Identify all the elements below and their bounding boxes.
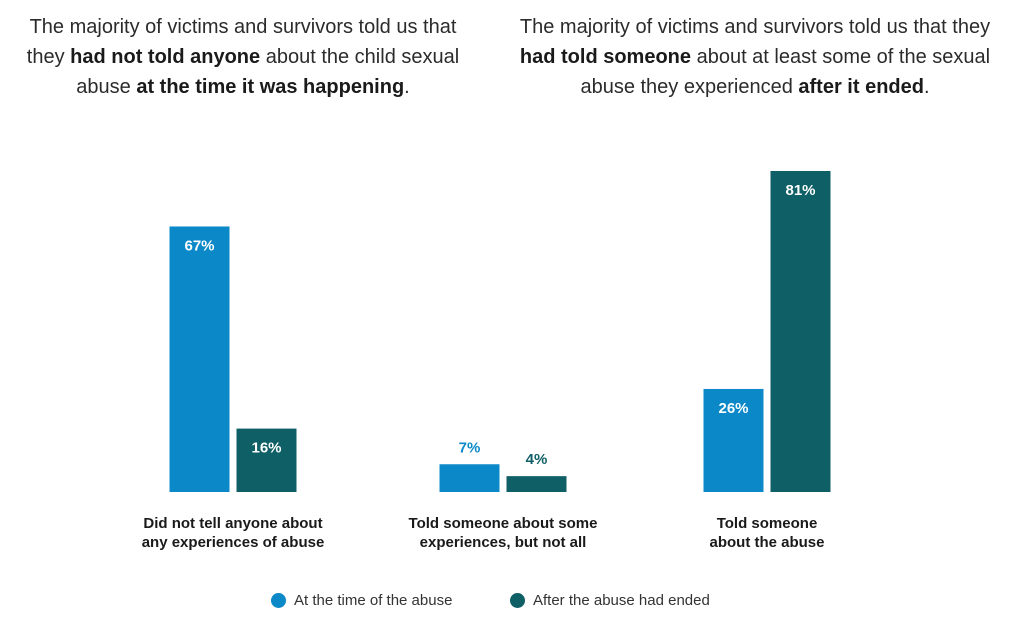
intro-text-run: about at least some of the sexual abuse … (580, 46, 991, 98)
intro-text-run: The majority of victims and survivors to… (519, 16, 991, 38)
data-label-at-time-0: 67% (184, 237, 214, 254)
legend-item-at-time: At the time of the abuse (271, 592, 452, 609)
data-label-at-time-2: 26% (718, 400, 748, 417)
legend-swatch-after (510, 593, 525, 608)
legend-item-after: After the abuse had ended (510, 592, 710, 609)
chart-legend: At the time of the abuse After the abuse… (0, 592, 1023, 616)
bar-at-time-1 (439, 464, 500, 492)
legend-swatch-at-time (271, 593, 286, 608)
intro-text-run: had told someone (519, 46, 692, 68)
bar-after-1 (506, 476, 567, 492)
bar-at-time-2 (703, 388, 764, 492)
bar-after-2 (770, 171, 831, 492)
intro-text-run: . (404, 76, 410, 98)
right-intro-text: The majority of victims and survivors to… (510, 12, 1000, 102)
bar-after-0 (236, 428, 297, 492)
data-label-at-time-1: 7% (459, 439, 481, 456)
legend-label-after: After the abuse had ended (533, 592, 710, 609)
category-label-2: Told someone (717, 515, 818, 532)
data-label-after-0: 16% (251, 440, 281, 457)
bar-chart: 67% 16% Did not tell anyone about any exper… (142, 171, 831, 551)
intro-text-run: had not told anyone (70, 46, 261, 68)
category-label-0: Did not tell anyone about (143, 515, 322, 532)
intro-text-run: after it ended (798, 76, 924, 98)
legend-label-at-time: At the time of the abuse (294, 592, 453, 609)
intro-text-run: . (923, 76, 930, 98)
bar-at-time-0 (169, 226, 230, 492)
category-label-1: Told someone about some (409, 515, 598, 532)
data-label-after-1: 4% (526, 451, 548, 468)
category-label-0: any experiences of abuse (142, 534, 325, 551)
category-label-2: about the abuse (709, 534, 824, 551)
intro-text-run: about the child sexual abuse (76, 46, 460, 98)
category-label-1: experiences, but not all (420, 534, 587, 551)
intro-text-run: at the time it was happening (136, 76, 405, 98)
data-label-after-2: 81% (785, 182, 815, 199)
intro-text-run: The majority of victims and survivors to… (26, 16, 457, 68)
left-intro-text: The majority of victims and survivors to… (8, 12, 478, 102)
